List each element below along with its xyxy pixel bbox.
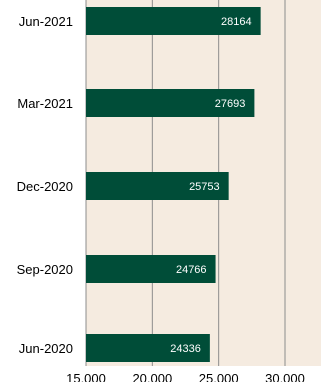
data-label: 24766 bbox=[176, 264, 207, 276]
x-tick-label: 20,000 bbox=[132, 371, 172, 382]
x-axis-ticks: 15,000 20,000 25,000 30,000 bbox=[66, 371, 305, 382]
data-label: 25753 bbox=[189, 181, 220, 193]
y-tick-label: Dec-2020 bbox=[17, 179, 73, 194]
data-label: 24336 bbox=[170, 343, 201, 355]
data-label: 28164 bbox=[221, 16, 252, 28]
data-label: 27693 bbox=[215, 98, 246, 110]
y-tick-label: Sep-2020 bbox=[17, 262, 73, 277]
x-tick-label: 25,000 bbox=[199, 371, 239, 382]
y-tick-label: Mar-2021 bbox=[17, 96, 73, 111]
y-axis-ticks: Jun-2020 Sep-2020 Dec-2020 Mar-2021 Jun-2021 bbox=[17, 14, 73, 356]
x-tick-label: 30,000 bbox=[265, 371, 305, 382]
x-tick-label: 15,000 bbox=[66, 371, 106, 382]
y-tick-label: Jun-2021 bbox=[19, 14, 73, 29]
y-tick-label: Jun-2020 bbox=[19, 341, 73, 356]
